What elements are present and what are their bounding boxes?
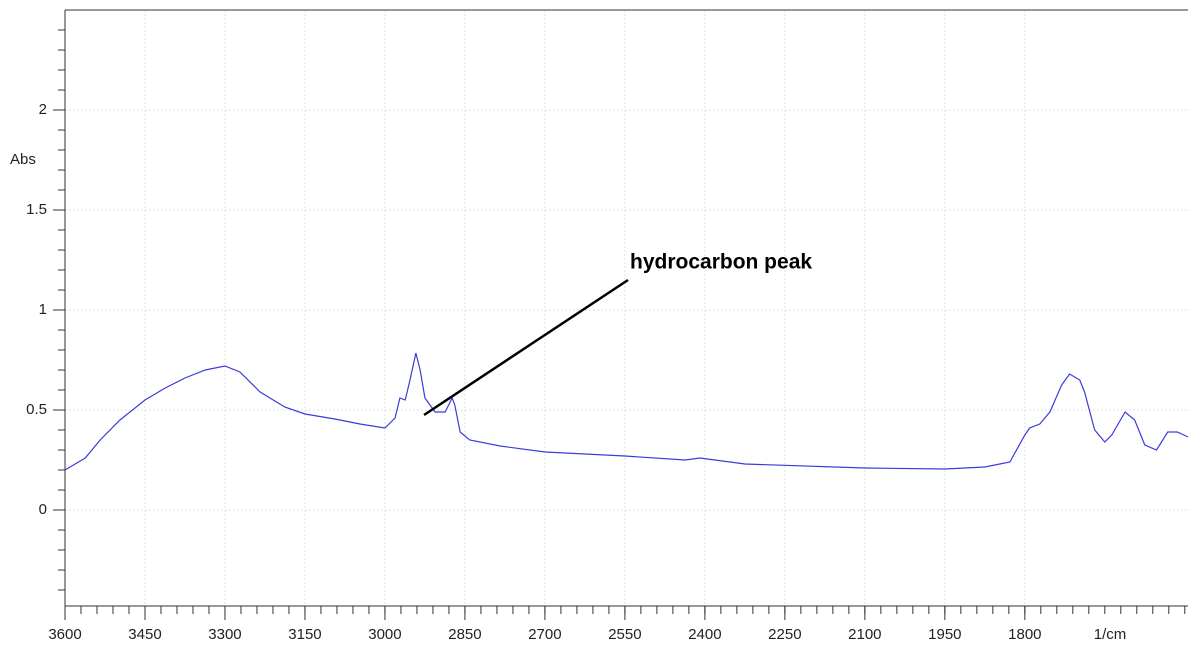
x-tick-label: 2400 [688, 626, 721, 643]
y-tick-label: 2 [39, 101, 47, 118]
x-tick-label: 3150 [288, 626, 321, 643]
y-tick-label: 0.5 [26, 401, 47, 418]
x-tick-label: 3600 [48, 626, 81, 643]
x-tick-label: 2550 [608, 626, 641, 643]
y-tick-label: 1 [39, 301, 47, 318]
y-axis-label: Abs [10, 151, 36, 168]
x-tick-label: 2100 [848, 626, 881, 643]
x-tick-label: 1800 [1008, 626, 1041, 643]
y-tick-label: 1.5 [26, 201, 47, 218]
y-tick-label: 0 [39, 501, 47, 518]
x-tick-label: 3300 [208, 626, 241, 643]
x-tick-label: 1950 [928, 626, 961, 643]
annotation-pointer [423, 278, 629, 417]
x-tick-label: 3450 [128, 626, 161, 643]
x-tick-label: 3000 [368, 626, 401, 643]
x-tick-label: 2700 [528, 626, 561, 643]
x-tick-label: 2850 [448, 626, 481, 643]
annotation: hydrocarbon peak [630, 251, 812, 274]
spectrum-line [64, 352, 1188, 471]
x-axis-label: 1/cm [1094, 626, 1127, 643]
x-tick-label: 2250 [768, 626, 801, 643]
